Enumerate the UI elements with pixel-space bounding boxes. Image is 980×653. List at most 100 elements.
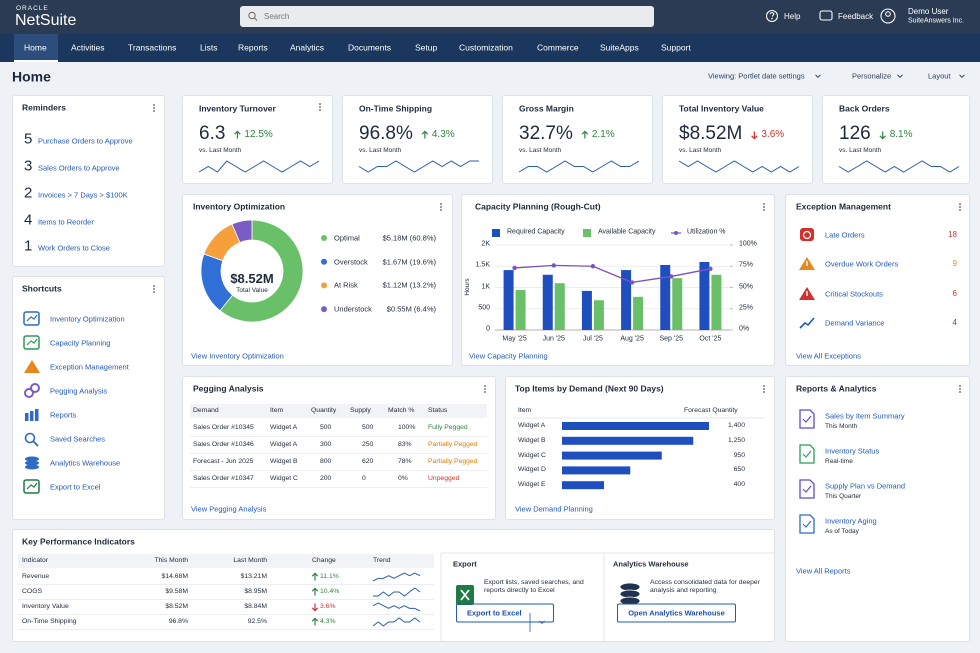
nav-item[interactable]: Setup [415,42,438,53]
viewing-dropdown[interactable]: Viewing: Portlet date settings [708,71,805,81]
line-point [590,264,596,269]
dot [959,391,961,393]
table-cell: Forecast - Jun 2025 [193,457,254,465]
report-link[interactable]: Supply Plan vs Demand [825,481,906,491]
help-link[interactable]: Help [784,11,801,21]
kpi-change: 12.5% [244,128,273,140]
analytics-warehouse-button[interactable]: Open Analytics Warehouse [617,603,736,623]
exception-label[interactable]: Demand Variance [825,318,885,328]
nav-item[interactable]: Activities [71,42,105,53]
card-link[interactable]: View Capacity Planning [469,351,548,361]
table-cell: 92.5% [247,617,267,625]
nav-item[interactable]: Lists [200,42,218,53]
change-arrow-head [879,135,886,140]
nav-item[interactable]: Documents [348,42,391,53]
search-input[interactable]: Search [264,11,290,21]
bar [554,283,565,330]
donut-slice [219,219,304,323]
reminders-card [12,95,165,267]
report-link[interactable]: Sales by Item Summary [825,411,905,421]
nav-item[interactable]: Commerce [537,42,579,53]
shortcut-link[interactable]: Pegging Analysis [50,386,108,396]
shortcut-link[interactable]: Inventory Optimization [50,314,125,324]
shortcut-link[interactable]: Analytics Warehouse [50,458,121,468]
report-link[interactable]: Inventory Aging [825,516,877,526]
shortcut-link[interactable]: Export to Excel [50,482,101,492]
nav-item[interactable]: Analytics [290,42,325,53]
dot [763,206,765,208]
nav-item[interactable]: Transactions [128,42,177,53]
menu-icon[interactable] [763,385,765,393]
user-name[interactable]: Demo User [908,6,949,16]
column-header: Supply [350,406,371,414]
menu-icon[interactable] [959,385,961,393]
card-link[interactable]: View All Exceptions [796,351,861,361]
bar [633,296,644,330]
report-subtitle: This Month [825,422,858,430]
shortcut-icon [30,383,40,393]
reminder-count: 4 [24,211,33,229]
chevron [897,74,903,79]
nav-item[interactable]: Reports [238,42,268,53]
menu-icon[interactable] [763,203,765,211]
sparkline [372,572,421,582]
report-link[interactable]: Inventory Status [825,446,880,456]
kpi-value: $8.52M [679,123,743,145]
bar [593,300,604,330]
table-header-bg [18,554,434,568]
menu-icon[interactable] [153,104,155,112]
table-cell: $8.52M [165,602,188,610]
menu-icon[interactable] [959,203,961,211]
feedback-link[interactable]: Feedback [838,11,874,21]
card-link[interactable]: View Demand Planning [515,504,593,514]
y2-tick-label: 0% [739,325,750,333]
exception-label[interactable]: Overdue Work Orders [825,259,899,269]
reminder-label[interactable]: Sales Orders to Approve [38,163,120,173]
x-tick-label: Oct '25 [699,335,722,343]
change-arrow-head [311,587,319,592]
export-button[interactable]: Export to Excel [456,603,554,623]
card-link[interactable]: View Pegging Analysis [191,504,267,514]
shortcut-link[interactable]: Reports [50,410,77,420]
reminder-label[interactable]: Work Orders to Close [38,243,110,253]
kpi-comparison: vs. Last Month [679,146,722,154]
nav-item[interactable]: SuiteApps [600,42,639,53]
column-header: Last Month [233,556,267,564]
table-cell: Revenue [22,572,50,580]
dot [153,285,155,287]
card-link[interactable]: View All Reports [796,566,851,576]
personalize-dropdown[interactable]: Personalize [852,71,892,81]
help-icon-dot [771,17,773,20]
shortcut-link[interactable]: Exception Management [50,362,129,372]
change-arrow-head [421,130,429,135]
search-box [240,6,654,27]
menu-icon[interactable] [440,203,442,211]
shortcut-link[interactable]: Capacity Planning [50,338,111,348]
layout-dropdown[interactable]: Layout [928,71,951,81]
shortcut-link[interactable]: Saved Searches [50,434,106,444]
exception-label[interactable]: Critical Stockouts [825,289,883,299]
kpi-change: 2.1% [591,128,615,140]
legend-label: At Risk [334,280,358,290]
menu-icon[interactable] [153,285,155,293]
nav-item[interactable]: Support [661,42,691,53]
nav-item[interactable]: Home [24,42,47,53]
pegging-card [182,376,496,520]
y-tick-label: 0 [486,325,490,333]
report-icon [799,514,815,534]
exception-label[interactable]: Late Orders [825,230,865,240]
menu-icon[interactable] [319,103,321,111]
table-header-bg [190,404,487,418]
change-arrow-head [234,130,241,135]
user-avatar-head [885,11,891,17]
card-link[interactable]: View Inventory Optimization [191,351,284,361]
reminder-label[interactable]: Invoices > 7 Days > $100K [38,190,128,200]
legend-label: Utilization % [687,228,726,236]
reminder-label[interactable]: Items to Reorder [38,217,94,227]
reminder-label[interactable]: Purchase Orders to Approve [38,136,133,146]
menu-icon[interactable] [484,385,486,393]
table-cell: 96.8% [168,617,188,625]
column-header: Indicator [22,556,49,564]
nav-item[interactable]: Customization [459,42,513,53]
nav-active-underline [14,60,58,62]
